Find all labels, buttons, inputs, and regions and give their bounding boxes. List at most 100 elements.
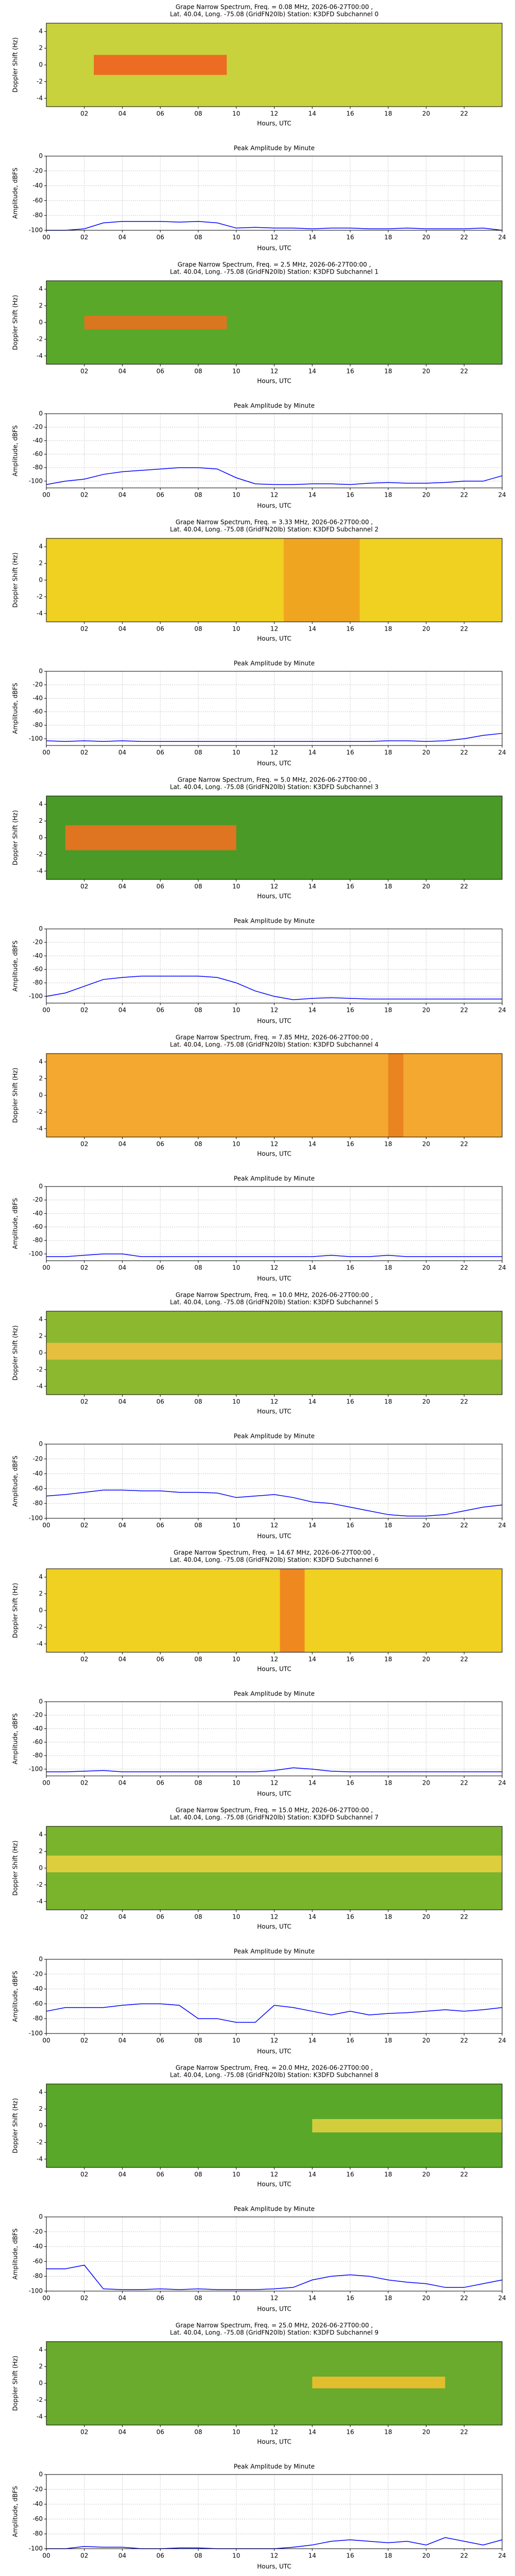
- x-tick-label: 18: [384, 749, 392, 756]
- plot-frame: [46, 23, 503, 107]
- x-tick-label: 06: [157, 492, 164, 499]
- chart-subtitle: Lat. 40.04, Long. -75.08 (GridFN20lb) St…: [170, 1556, 379, 1564]
- y-tick-label: -40: [32, 1985, 43, 1992]
- x-tick-label: 04: [118, 749, 126, 756]
- x-tick-label: 14: [308, 2429, 316, 2436]
- x-tick-label: 04: [118, 234, 126, 241]
- x-tick-label: 20: [422, 1913, 430, 1921]
- x-tick-label: 18: [384, 1656, 392, 1663]
- y-tick-label: -80: [32, 979, 43, 986]
- x-tick-label: 02: [80, 1656, 88, 1663]
- x-tick-label: 08: [194, 1141, 202, 1148]
- y-tick-label: 4: [39, 1058, 43, 1065]
- x-tick-label: 22: [460, 1264, 468, 1272]
- plot-frame: [46, 1311, 503, 1395]
- x-tick-label: 08: [194, 2295, 202, 2302]
- x-tick-label: 20: [422, 1007, 430, 1014]
- y-tick-label: -80: [32, 2273, 43, 2280]
- spectrogram-highlight: [312, 2377, 445, 2388]
- y-tick-label: -60: [32, 450, 43, 457]
- y-tick-label: -20: [32, 1711, 43, 1719]
- x-tick-label: 04: [118, 2429, 126, 2436]
- y-axis-label: Doppler Shift (Hz): [12, 1067, 19, 1123]
- x-tick-label: 02: [80, 368, 88, 375]
- x-tick-label: 04: [118, 1007, 126, 1014]
- x-tick-label: 08: [194, 1780, 202, 1787]
- x-tick-label: 04: [118, 110, 126, 117]
- chart-title: Peak Amplitude by Minute: [234, 1175, 315, 1182]
- x-tick-label: 02: [80, 2429, 88, 2436]
- amplitude-line: [46, 975, 502, 1001]
- x-tick-label: 10: [232, 1007, 240, 1014]
- amplitude-line: [46, 2264, 503, 2290]
- plot-frame: [46, 1959, 503, 2034]
- x-tick-label: 16: [346, 368, 354, 375]
- x-tick-label: 04: [118, 1522, 126, 1529]
- x-tick-label: 02: [80, 492, 88, 499]
- amplitude-line: [46, 1767, 502, 1772]
- x-tick-label: 14: [308, 1398, 316, 1405]
- y-tick-label: 0: [39, 925, 43, 933]
- y-tick-label: -4: [37, 1382, 43, 1389]
- x-tick-label: 18: [384, 2552, 392, 2560]
- x-tick-label: 16: [346, 1141, 354, 1148]
- x-tick-label: 06: [157, 2552, 164, 2560]
- x-tick-label: 00: [42, 2295, 50, 2302]
- plot-frame: [46, 538, 503, 622]
- y-tick-label: 0: [39, 2122, 43, 2129]
- x-tick-label: 04: [118, 368, 126, 375]
- y-tick-label: 0: [39, 1183, 43, 1190]
- y-axis-label: Doppler Shift (Hz): [12, 2355, 19, 2411]
- plot-frame: [46, 280, 503, 365]
- y-tick-label: -40: [32, 952, 43, 959]
- x-tick-label: 22: [460, 492, 468, 499]
- x-tick-label: 06: [157, 625, 164, 633]
- x-axis-label: Hours, UTC: [257, 378, 291, 385]
- x-axis-label: Hours, UTC: [257, 2563, 291, 2570]
- y-tick-label: 4: [39, 28, 43, 35]
- x-tick-label: 18: [384, 110, 392, 117]
- chart-title: Grape Narrow Spectrum, Freq. = 14.67 MHz…: [174, 1549, 375, 1556]
- x-tick-label: 12: [270, 749, 278, 756]
- plot-frame: [46, 2341, 503, 2426]
- x-tick-label: 24: [498, 1780, 506, 1787]
- x-tick-label: 18: [384, 1398, 392, 1405]
- chart-subtitle: Lat. 40.04, Long. -75.08 (GridFN20lb) St…: [170, 268, 379, 276]
- x-tick-label: 00: [42, 1264, 50, 1272]
- y-tick-label: -100: [29, 1515, 43, 1522]
- x-tick-label: 16: [346, 1264, 354, 1272]
- y-axis-label: Amplitude, dBFS: [12, 2228, 19, 2279]
- spectrogram-highlight: [388, 1054, 404, 1137]
- x-tick-label: 08: [194, 110, 202, 117]
- x-tick-label: 20: [422, 1656, 430, 1663]
- x-tick-label: 20: [422, 1780, 430, 1787]
- y-tick-label: 2: [39, 1332, 43, 1340]
- y-axis-label: Amplitude, dBFS: [12, 2486, 19, 2537]
- x-tick-label: 12: [270, 1007, 278, 1014]
- x-tick-label: 20: [422, 2295, 430, 2302]
- y-tick-label: -20: [32, 1455, 43, 1462]
- x-tick-label: 14: [308, 625, 316, 633]
- x-tick-label: 20: [422, 2429, 430, 2436]
- y-tick-label: 0: [39, 319, 43, 326]
- x-tick-label: 10: [232, 1780, 240, 1787]
- x-tick-label: 10: [232, 1398, 240, 1405]
- y-tick-label: -40: [32, 182, 43, 189]
- y-tick-label: -40: [32, 1725, 43, 1732]
- x-tick-label: 02: [80, 1522, 88, 1529]
- x-tick-label: 18: [384, 1780, 392, 1787]
- spectrogram-highlight: [84, 316, 227, 329]
- y-tick-label: -4: [37, 1125, 43, 1132]
- y-tick-label: 4: [39, 285, 43, 293]
- x-tick-label: 16: [346, 2171, 354, 2178]
- y-tick-label: -20: [32, 681, 43, 688]
- y-axis-label: Doppler Shift (Hz): [12, 1325, 19, 1380]
- x-tick-label: 16: [346, 234, 354, 241]
- x-tick-label: 20: [422, 492, 430, 499]
- plot-frame: [46, 1568, 503, 1653]
- y-tick-label: -20: [32, 1970, 43, 1977]
- x-tick-label: 10: [232, 110, 240, 117]
- x-axis-label: Hours, UTC: [257, 635, 291, 642]
- y-tick-label: 4: [39, 1316, 43, 1323]
- x-tick-label: 08: [194, 1264, 202, 1272]
